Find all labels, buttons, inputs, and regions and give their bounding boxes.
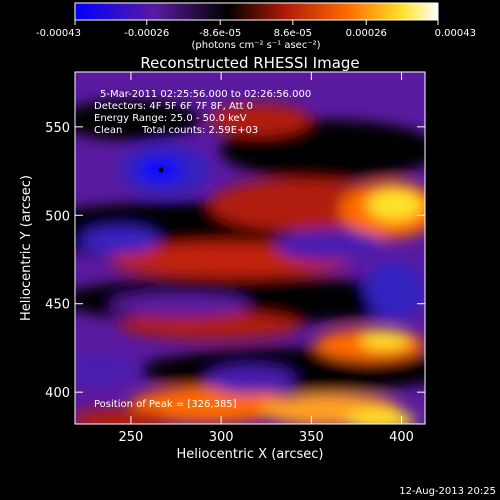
colorbar-tick-label: 8.6e-05 [274,28,312,39]
x-tick-label: 400 [389,430,414,445]
algorithm-text: Clean [94,125,122,136]
x-tick-label: 350 [299,430,324,445]
detectors-text: Detectors: 4F 5F 6F 7F 8F, Att 0 [94,101,253,112]
y-axis: 400 450 500 550 [45,121,425,401]
y-tick-label: 500 [45,209,70,224]
plot-frame [74,71,426,425]
y-tick-label: 450 [45,298,70,313]
x-axis-label: Heliocentric X (arcsec) [177,447,324,462]
heatmap-image [75,72,425,424]
colorbar: -0.00043 -0.00026 -8.6e-05 8.6e-05 0.00026 0.… [36,2,476,51]
annotations: 5-Mar-2011 02:25:56.000 to 02:26:56.000 … [94,89,311,410]
time-range-text: 5-Mar-2011 02:25:56.000 to 02:26:56.000 [100,89,311,100]
y-axis-label: Heliocentric Y (arcsec) [19,175,34,321]
y-tick-label: 400 [45,386,70,401]
colorbar-tick-label: -0.00043 [36,28,81,39]
colorbar-unit-label: (photons cm⁻² s⁻¹ asec⁻²) [191,40,320,51]
peak-marker [158,167,164,173]
x-tick-label: 300 [209,430,234,445]
footer-timestamp: 12-Aug-2013 20:25 [399,486,496,497]
colorbar-gradient [74,2,439,21]
chart-title: Reconstructed RHESSI Image [140,54,359,72]
total-counts-text: Total counts: 2.59E+03 [141,125,258,136]
peak-position-text: Position of Peak = [326,385] [94,399,237,410]
x-tick-label: 250 [119,430,144,445]
colorbar-tick-label: 0.00026 [346,28,387,39]
colorbar-tick-label: 0.00043 [435,28,476,39]
colorbar-tick-label: -8.6e-05 [199,28,241,39]
colorbar-ticks: -0.00043 -0.00026 -8.6e-05 8.6e-05 0.00026 0.… [36,20,476,39]
energy-range-text: Energy Range: 25.0 - 50.0 keV [94,113,247,124]
x-axis: 250 300 350 400 [119,72,414,445]
colorbar-tick-label: -0.00026 [124,28,169,39]
y-tick-label: 550 [45,121,70,136]
